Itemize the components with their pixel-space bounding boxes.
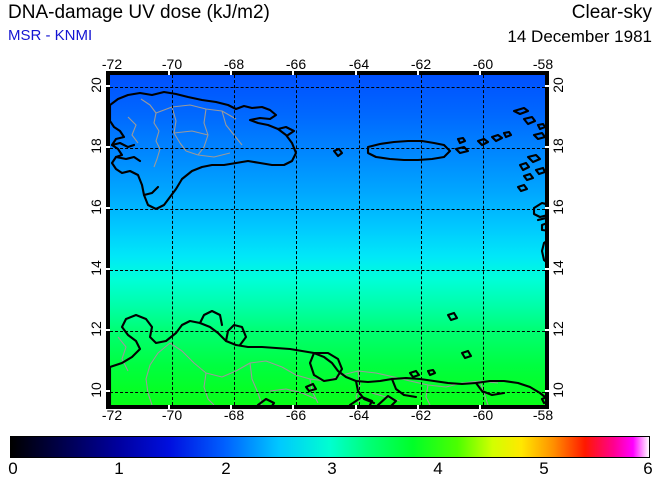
y-tick-label: 12	[550, 321, 566, 337]
colorbar-tick-label: 0	[8, 459, 18, 478]
x-tick-label: -60	[472, 407, 494, 423]
x-tick-label: -62	[410, 56, 432, 72]
gridline-vertical	[359, 75, 360, 405]
y-tick-label: 20	[88, 77, 104, 93]
page-title: DNA-damage UV dose (kJ/m2)	[8, 2, 270, 23]
colorbar-tick-label: 4	[433, 459, 443, 478]
source-label: MSR - KNMI	[8, 27, 93, 44]
gridline-horizontal	[110, 87, 545, 88]
gridline-vertical	[421, 75, 422, 405]
x-tick-label: -66	[285, 56, 307, 72]
colorbar-tick-label: 3	[327, 459, 337, 478]
gridline-vertical	[234, 75, 235, 405]
map-svg	[110, 75, 545, 405]
y-axis-right: 20 18 16 14 12 10	[550, 0, 570, 480]
gridline-horizontal	[110, 209, 545, 210]
condition-label: Clear-sky	[571, 2, 652, 23]
colorbar-tick-label: 6	[643, 459, 653, 478]
gridline-horizontal	[110, 331, 545, 332]
colorbar-section: 0 1 2 3 4 5 6	[0, 436, 660, 480]
chart-header: DNA-damage UV dose (kJ/m2) MSR - KNMI Cl…	[0, 0, 660, 52]
x-tick-label: -68	[223, 56, 245, 72]
y-tick-label: 18	[550, 138, 566, 154]
y-tick-label: 20	[550, 77, 566, 93]
colorbar-tick-label: 5	[539, 459, 549, 478]
x-tick-label: -70	[161, 407, 183, 423]
gridline-horizontal	[110, 148, 545, 149]
uv-dose-heatmap	[110, 75, 545, 405]
y-tick-label: 16	[550, 199, 566, 215]
gridline-horizontal	[110, 392, 545, 393]
x-tick-label: -60	[472, 56, 494, 72]
y-tick-label: 18	[88, 138, 104, 154]
x-tick-label: -58	[532, 407, 554, 423]
x-tick-label: -64	[348, 407, 370, 423]
y-tick-label: 10	[88, 382, 104, 398]
date-label: 14 December 1981	[507, 27, 652, 46]
gridline-vertical	[483, 75, 484, 405]
y-tick-label: 14	[88, 260, 104, 276]
x-axis-top: -72 -70 -68 -66 -64 -62 -60 -58	[0, 56, 660, 74]
gridline-vertical	[172, 75, 173, 405]
x-tick-label: -68	[223, 407, 245, 423]
x-tick-label: -72	[101, 407, 123, 423]
map-plot-area	[110, 75, 545, 405]
colorbar-tick-label: 1	[114, 459, 124, 478]
x-axis-bottom: -72 -70 -68 -66 -64 -62 -60 -58	[0, 407, 660, 425]
x-tick-label: -70	[161, 56, 183, 72]
x-tick-label: -72	[101, 56, 123, 72]
x-tick-label: -58	[532, 56, 554, 72]
y-axis-left: 20 18 16 14 12 10	[88, 0, 108, 480]
y-tick-label: 10	[550, 382, 566, 398]
field-raster	[110, 75, 545, 405]
gridline-vertical	[296, 75, 297, 405]
y-tick-label: 12	[88, 321, 104, 337]
y-tick-label: 14	[550, 260, 566, 276]
coastlines	[110, 90, 545, 405]
colorbar-tick-label: 2	[221, 459, 231, 478]
colorbar	[10, 436, 650, 458]
y-tick-label: 16	[88, 199, 104, 215]
colorbar-ticks: 0 1 2 3 4 5 6	[0, 459, 660, 480]
gridline-horizontal	[110, 270, 545, 271]
x-tick-label: -66	[285, 407, 307, 423]
x-tick-label: -64	[348, 56, 370, 72]
x-tick-label: -62	[410, 407, 432, 423]
